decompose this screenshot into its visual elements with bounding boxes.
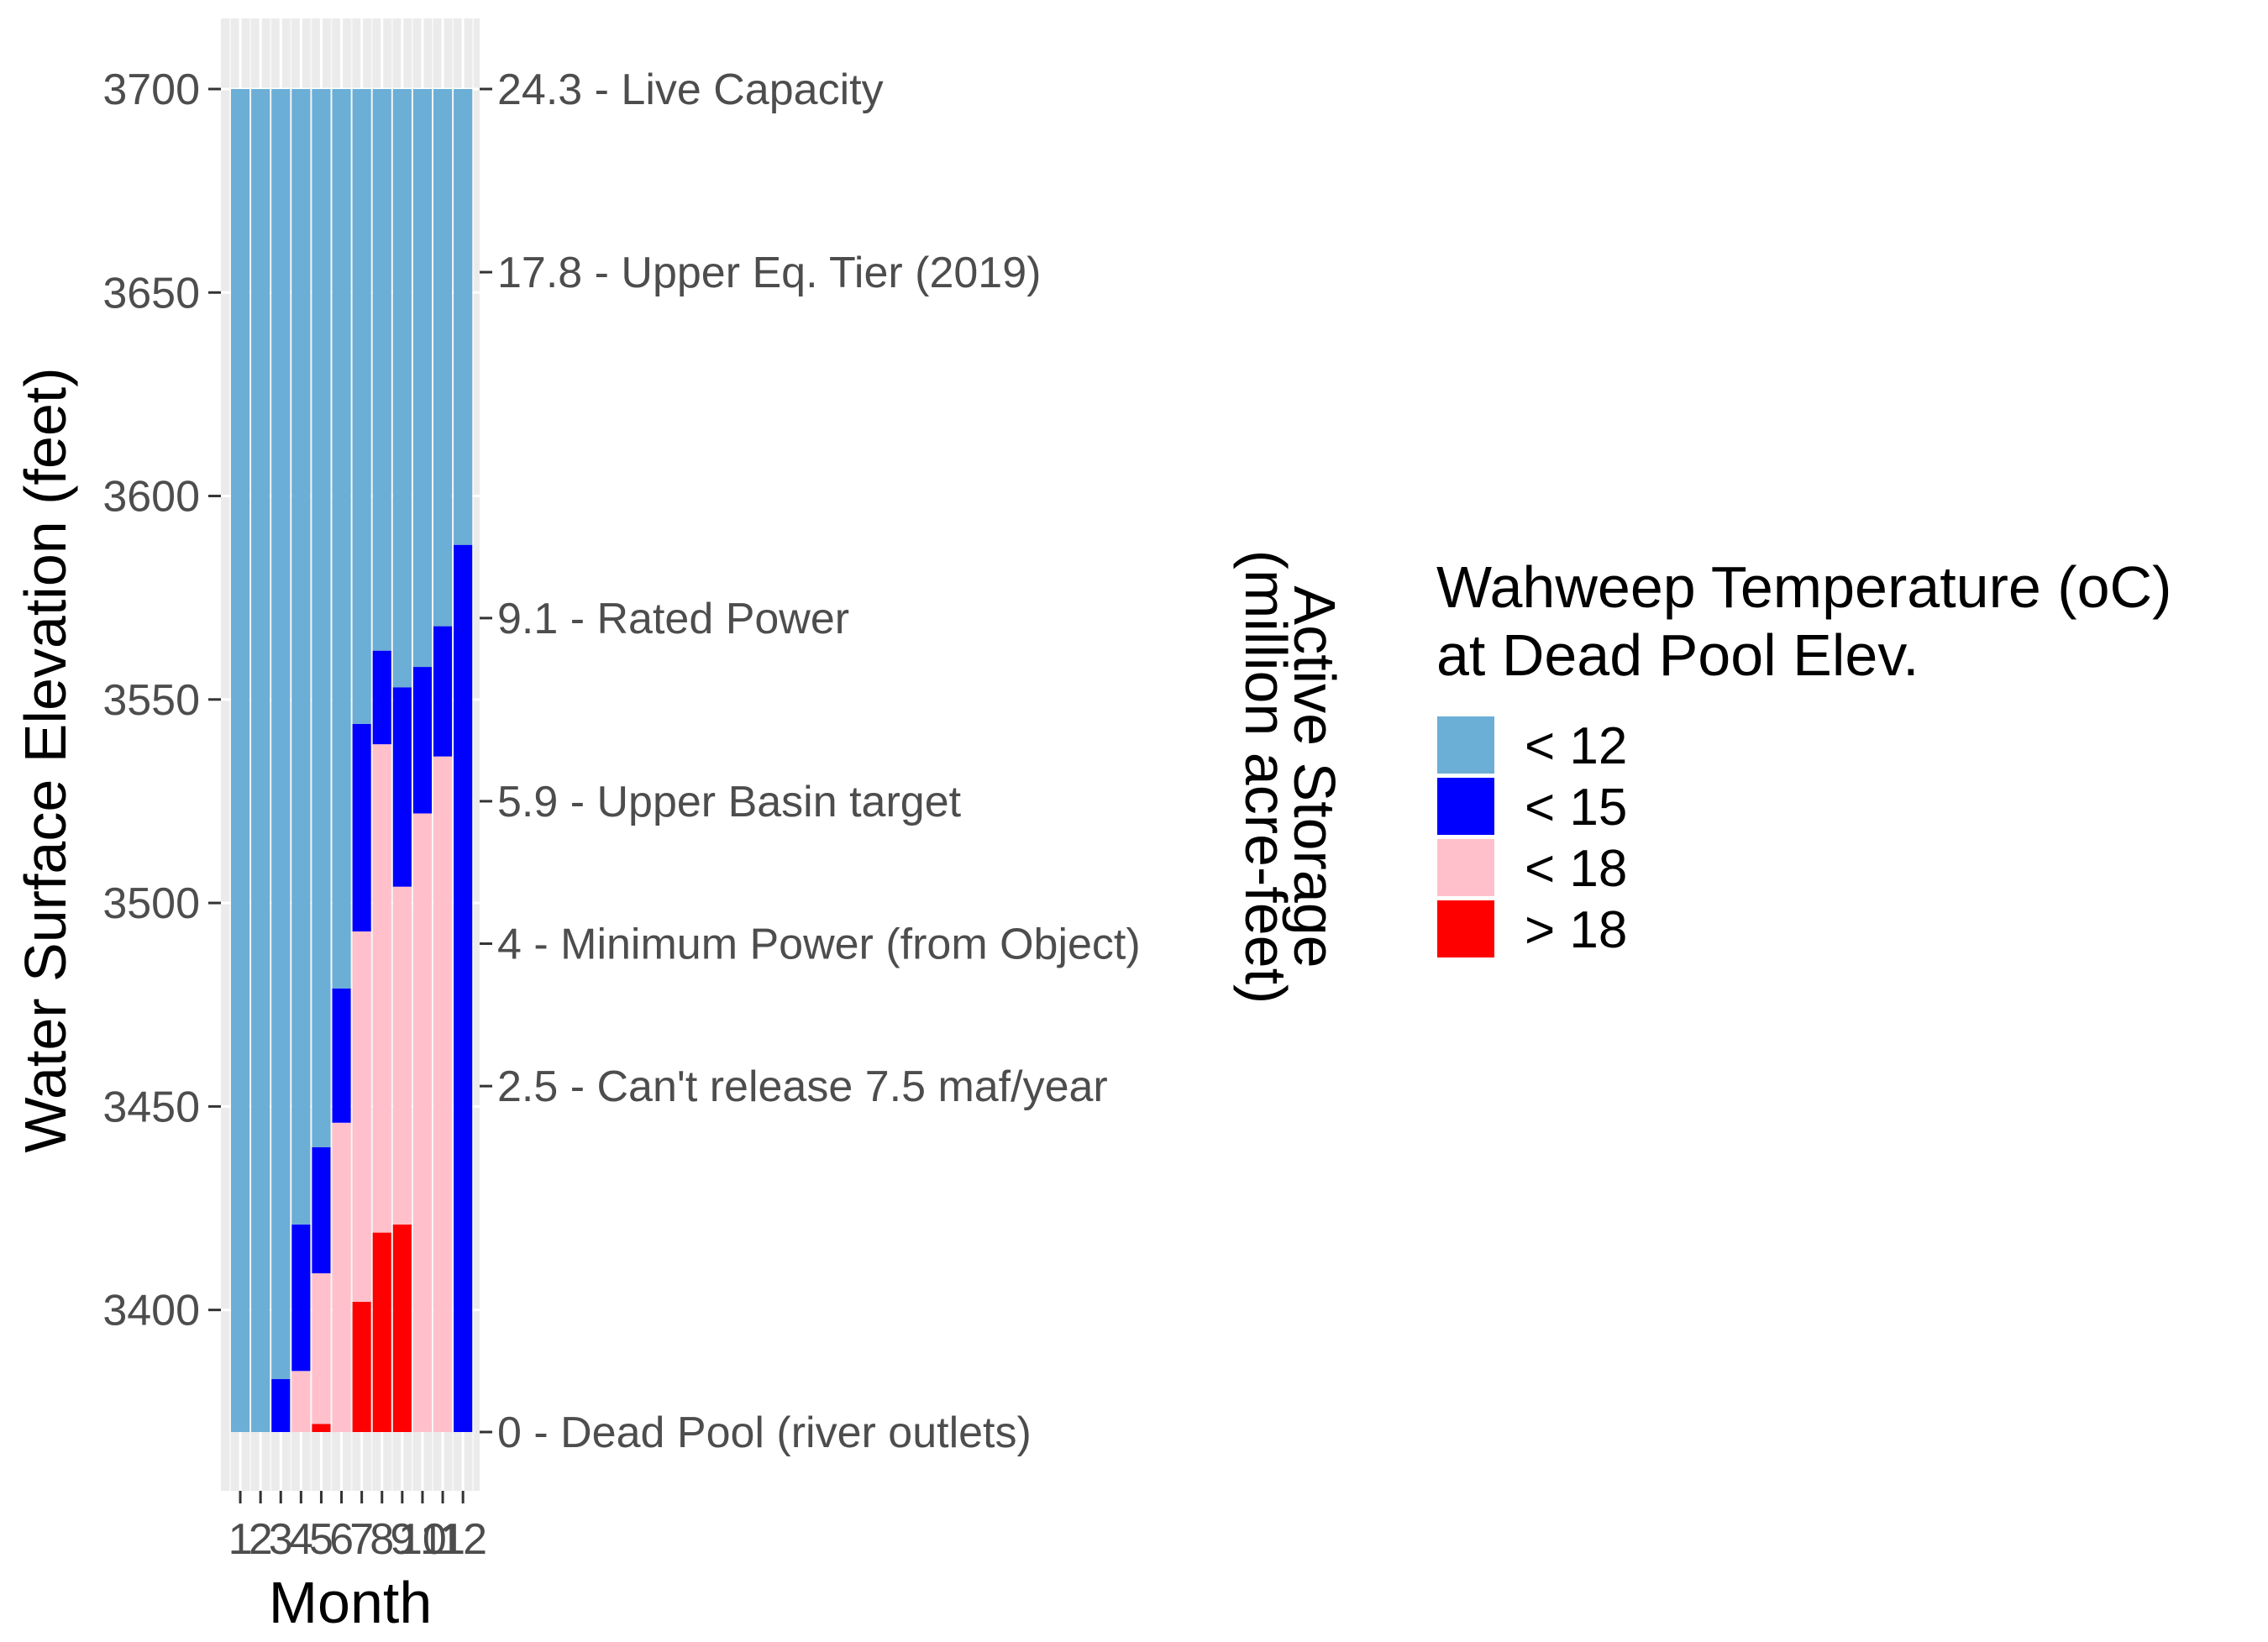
bar-segment-lt18 <box>291 1371 311 1432</box>
y-tick-label: 3550 <box>102 676 200 725</box>
bar-segment-lt18 <box>412 813 432 1432</box>
y2-tick-label: 9.1 - Rated Power <box>497 595 849 643</box>
bar-segment-lt15 <box>352 723 371 932</box>
y-tick-label: 3450 <box>102 1083 200 1131</box>
y-tick-label: 3700 <box>102 66 200 114</box>
bar-segment-lt15 <box>412 667 432 814</box>
x-tick-label: 9 <box>390 1515 414 1564</box>
bar-segment-lt12 <box>312 89 331 1147</box>
bar-segment-lt12 <box>352 89 371 724</box>
bar-segment-lt12 <box>412 89 432 668</box>
legend-label: < 12 <box>1525 717 1627 775</box>
x-axis-title: Month <box>269 1570 433 1635</box>
bar-segment-lt12 <box>454 89 473 545</box>
legend-label: > 18 <box>1525 901 1627 959</box>
y2-axis-title-line-2: (million acre-feet) <box>1233 550 1299 1005</box>
bar-segment-lt18 <box>433 756 453 1432</box>
y2-tick-label: 17.8 - Upper Eq. Tier (2019) <box>497 249 1041 297</box>
y2-tick-label: 24.3 - Live Capacity <box>497 66 884 114</box>
x-tick-label: 6 <box>329 1515 354 1564</box>
bar-segment-lt12 <box>392 89 412 688</box>
legend-swatch <box>1436 899 1496 959</box>
x-tick-label: 3 <box>269 1515 293 1564</box>
bar-segment-lt12 <box>251 89 270 1432</box>
bar-segment-lt18 <box>392 886 412 1225</box>
bar-segment-lt15 <box>312 1146 331 1274</box>
bar-segment-lt12 <box>291 89 311 1225</box>
x-tick-label: 2 <box>249 1515 273 1564</box>
bar-segment-lt15 <box>454 544 473 1432</box>
bar-segment-lt12 <box>271 89 291 1380</box>
y-axis-right: 24.3 - Live Capacity 17.8 - Upper Eq. Tie… <box>480 66 1141 1457</box>
bar-segment-lt18 <box>312 1273 331 1424</box>
y-tick-label: 3400 <box>102 1287 200 1335</box>
bar-segment-gt18 <box>352 1301 371 1432</box>
y-tick-label: 3600 <box>102 473 200 522</box>
legend-swatch <box>1436 776 1496 837</box>
legend: Wahweep Temperature (oC) at Dead Pool El… <box>1436 554 2171 959</box>
legend-swatch <box>1436 715 1496 775</box>
x-tick-label: 8 <box>370 1515 394 1564</box>
x-tick-label: 4 <box>289 1515 313 1564</box>
y-axis-title: Water Surface Elevation (feet) <box>13 367 78 1152</box>
y2-axis-title-line-1: Active Storage <box>1282 585 1347 968</box>
bar-segment-gt18 <box>392 1224 412 1432</box>
y2-tick-label: 5.9 - Upper Basin target <box>497 778 962 826</box>
y2-tick-label: 2.5 - Can't release 7.5 maf/year <box>497 1062 1108 1111</box>
bar-segment-lt12 <box>231 89 250 1432</box>
y2-tick-label: 4 - Minimum Power (from Object) <box>497 921 1141 969</box>
x-tick-label: 10 <box>398 1515 447 1564</box>
legend-label: < 15 <box>1525 779 1627 837</box>
x-tick-label: 12 <box>438 1515 487 1564</box>
x-tick-label: 7 <box>349 1515 374 1564</box>
legend-swatch <box>1436 837 1496 898</box>
x-tick-label: 11 <box>420 1515 465 1564</box>
y-axis-left: 3400 3450 3500 3550 3600 3650 3700 <box>102 66 221 1335</box>
legend-label: < 18 <box>1525 840 1627 898</box>
bar-segment-lt15 <box>291 1224 311 1372</box>
x-tick-label: 5 <box>309 1515 333 1564</box>
bar-segment-lt12 <box>433 89 453 627</box>
legend-title-line-1: Wahweep Temperature (oC) <box>1436 554 2171 620</box>
y2-tick-label: 0 - Dead Pool (river outlets) <box>497 1409 1032 1457</box>
y-tick-label: 3650 <box>102 269 200 317</box>
bar-segment-lt15 <box>271 1379 291 1432</box>
y2-axis-title: Active Storage (million acre-feet) <box>1233 550 1347 1005</box>
bar-segment-gt18 <box>372 1232 391 1432</box>
bar-segment-lt15 <box>433 626 453 757</box>
bar-segment-lt12 <box>332 89 351 989</box>
x-tick-label: 1 <box>228 1515 253 1564</box>
legend-title-line-2: at Dead Pool Elev. <box>1436 622 1919 688</box>
bar-segment-lt15 <box>372 650 391 745</box>
bar-segment-lt15 <box>392 687 412 887</box>
bar-segment-lt12 <box>372 89 391 651</box>
bar-segment-lt18 <box>372 744 391 1233</box>
bar-segment-lt18 <box>332 1122 351 1432</box>
bars <box>231 89 473 1432</box>
y-tick-label: 3500 <box>102 879 200 928</box>
bar-segment-gt18 <box>312 1424 331 1432</box>
bar-segment-lt15 <box>332 988 351 1123</box>
legend-keys: < 12< 15< 18> 18 <box>1436 715 1627 959</box>
bar-segment-lt18 <box>352 931 371 1302</box>
